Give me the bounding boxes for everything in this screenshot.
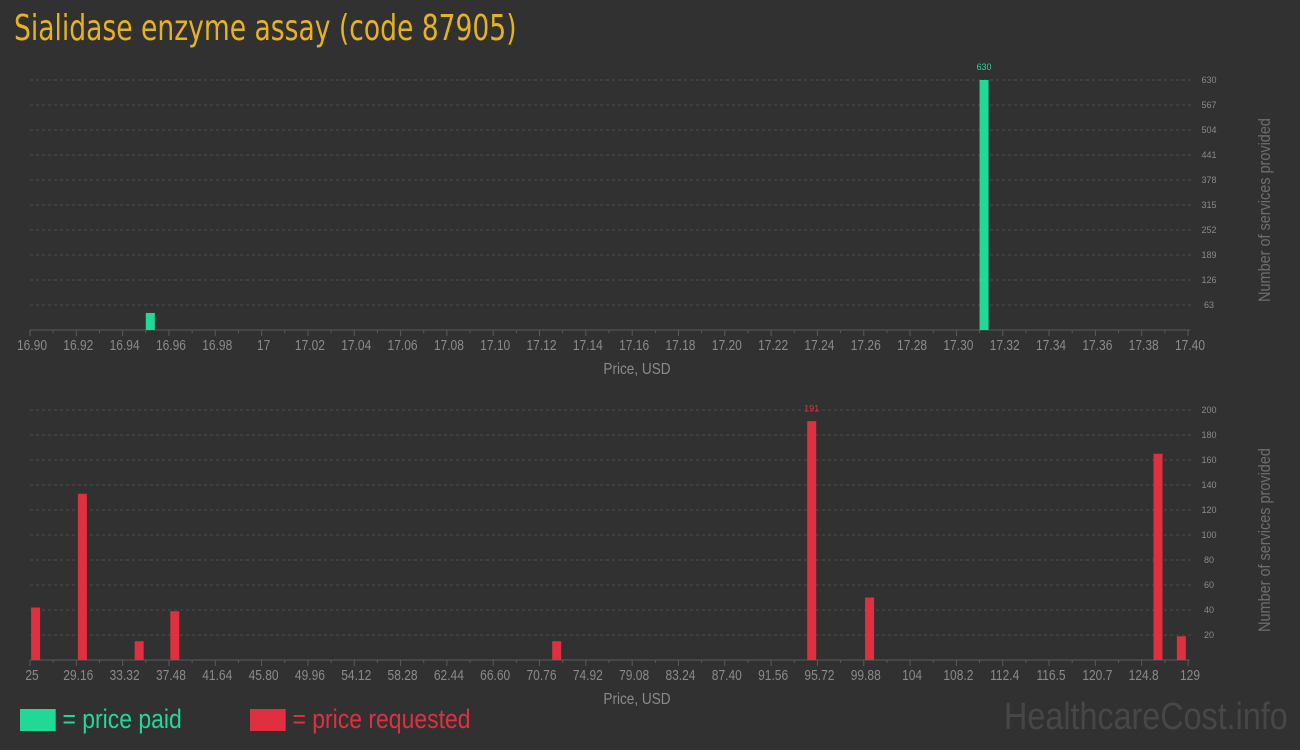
x-tick-label: 17.40 [1175,337,1205,354]
x-tick-label: 99.88 [851,667,881,684]
y-tick-label: 200 [1201,405,1216,415]
x-tick-label: 66.60 [480,667,510,684]
x-tick-label: 17.36 [1082,337,1112,354]
bar [170,611,180,660]
y-tick-label: 20 [1204,630,1214,640]
x-tick-label: 17.30 [943,337,973,354]
bar [807,421,817,660]
x-tick-label: 29.16 [63,667,93,684]
bar [1176,636,1186,660]
y-tick-label: 140 [1201,480,1216,490]
y-axis-label: Number of services provided [1256,118,1274,302]
y-tick-label: 63 [1204,300,1214,310]
bar [552,641,562,660]
x-tick-label: 17.08 [434,337,464,354]
bar [1153,453,1163,660]
y-axis-label: Number of services provided [1256,448,1274,632]
x-tick-label: 91.56 [758,667,788,684]
y-tick-label: 189 [1201,250,1216,260]
x-tick-label: 17.32 [990,337,1020,354]
x-axis-label: Price, USD [603,691,670,708]
x-tick-label: 16.94 [110,337,140,354]
bar [979,80,989,330]
legend-paid: = price paid [20,704,182,735]
x-tick-label: 95.72 [804,667,834,684]
x-tick-label: 16.92 [63,337,93,354]
x-tick-label: 33.32 [110,667,140,684]
x-tick-label: 17 [257,337,270,354]
legend-swatch-paid [20,708,56,731]
bar [31,607,41,660]
x-tick-label: 17.20 [712,337,742,354]
x-tick-label: 17.04 [341,337,371,354]
y-tick-label: 504 [1201,125,1216,135]
y-tick-label: 120 [1201,505,1216,515]
x-tick-label: 62.44 [434,667,464,684]
bar [145,312,155,330]
x-tick-label: 16.90 [17,337,47,354]
x-axis-label: Price, USD [603,361,670,378]
legend-requested: = price requested [250,704,470,735]
x-tick-label: 129 [1180,667,1200,684]
legend-label-paid: = price paid [62,704,182,734]
x-tick-label: 104 [902,667,922,684]
x-tick-label: 87.40 [712,667,742,684]
watermark: HealthcareCost.info [1004,696,1288,738]
x-tick-label: 120.7 [1082,667,1112,684]
x-tick-label: 17.18 [665,337,695,354]
bar [865,597,875,660]
bar-value-label: 630 [977,62,992,72]
x-tick-label: 17.24 [804,337,834,354]
x-tick-label: 17.06 [388,337,418,354]
legend-label-requested: = price requested [292,704,471,734]
y-tick-label: 160 [1201,455,1216,465]
chart-title: Sialidase enzyme assay (code 87905) [14,8,517,49]
bar [77,493,87,660]
x-tick-label: 74.92 [573,667,603,684]
x-tick-label: 58.28 [388,667,418,684]
x-tick-label: 17.10 [480,337,510,354]
x-tick-label: 54.12 [341,667,371,684]
legend-swatch-requested [250,708,286,731]
x-tick-label: 79.08 [619,667,649,684]
x-tick-label: 116.5 [1036,667,1065,684]
x-tick-label: 17.16 [619,337,649,354]
y-tick-label: 180 [1201,430,1216,440]
x-tick-label: 17.22 [758,337,788,354]
x-tick-label: 16.98 [202,337,232,354]
y-tick-label: 100 [1201,530,1216,540]
y-tick-label: 567 [1201,100,1216,110]
x-tick-label: 124.8 [1129,667,1159,684]
x-tick-label: 17.14 [573,337,603,354]
x-tick-label: 25 [25,667,38,684]
x-tick-label: 17.02 [295,337,325,354]
x-tick-label: 17.34 [1036,337,1066,354]
x-tick-label: 37.48 [156,667,186,684]
x-tick-label: 16.96 [156,337,186,354]
bar [134,641,144,660]
x-tick-label: 83.24 [665,667,695,684]
x-tick-label: 49.96 [295,667,325,684]
y-tick-label: 630 [1201,75,1216,85]
y-tick-label: 252 [1201,225,1216,235]
x-tick-label: 17.38 [1129,337,1159,354]
x-tick-label: 112.4 [990,667,1020,684]
x-tick-label: 17.28 [897,337,927,354]
x-tick-label: 41.64 [202,667,232,684]
x-tick-label: 108.2 [943,667,973,684]
x-tick-label: 70.76 [527,667,557,684]
y-tick-label: 315 [1201,200,1216,210]
y-tick-label: 60 [1204,580,1214,590]
bar-value-label: 191 [804,403,819,413]
y-tick-label: 126 [1201,275,1216,285]
y-tick-label: 80 [1204,555,1214,565]
x-tick-label: 17.12 [527,337,557,354]
y-tick-label: 441 [1201,150,1216,160]
x-tick-label: 45.80 [249,667,279,684]
y-tick-label: 378 [1201,175,1216,185]
y-tick-label: 40 [1204,605,1214,615]
x-tick-label: 17.26 [851,337,881,354]
